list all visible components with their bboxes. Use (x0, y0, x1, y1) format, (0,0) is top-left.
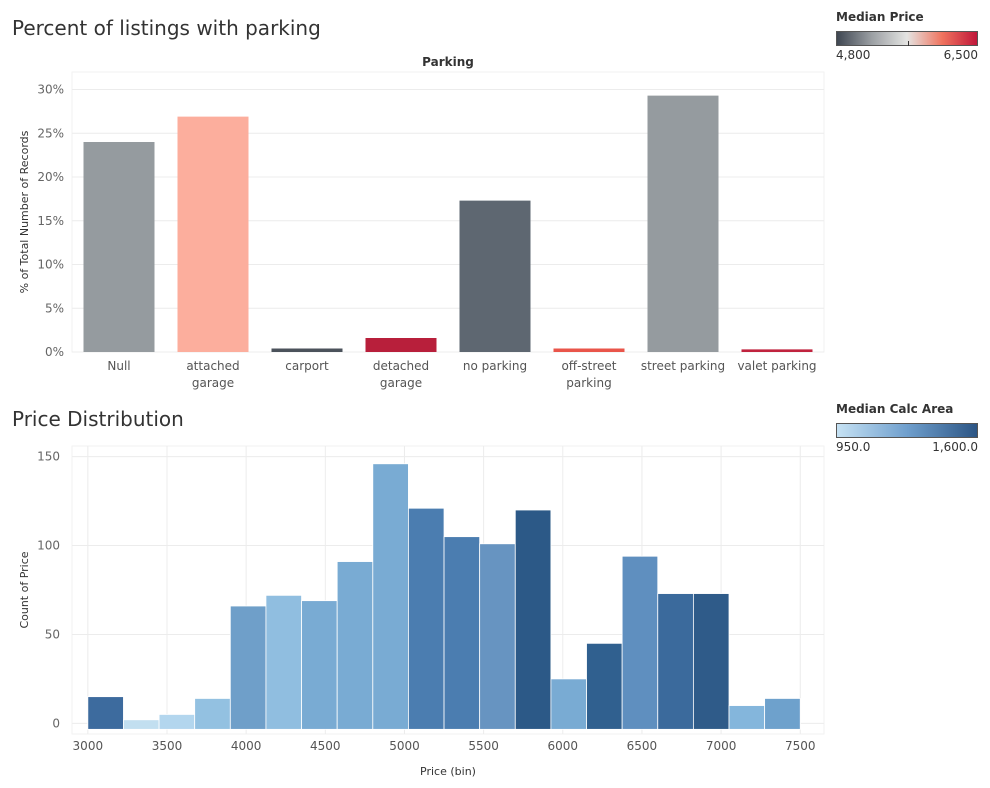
legend-min-label: 950.0 (836, 440, 871, 454)
histogram-bar (87, 696, 124, 730)
y-tick-label: 150 (37, 450, 60, 464)
histogram-bar (550, 678, 587, 730)
y-tick-label: 15% (37, 214, 64, 228)
x-tick-label: 7000 (706, 739, 737, 753)
y-tick-label: 0 (52, 716, 60, 730)
y-axis-title: % of Total Number of Records (18, 130, 31, 293)
legend-max-label: 6,500 (943, 48, 978, 62)
legend-title-median-calc-area: Median Calc Area (836, 402, 954, 416)
x-tick-label: street parking (641, 359, 725, 373)
histogram-bar (621, 555, 659, 730)
x-tick-label: garage (380, 376, 422, 390)
histogram-bar (158, 714, 196, 730)
y-tick-label: 10% (37, 258, 64, 272)
x-tick-label: 3000 (73, 739, 104, 753)
x-axis-title: Price (bin) (420, 765, 476, 778)
histogram-bar (443, 536, 481, 730)
histogram-bar (194, 698, 231, 730)
histogram-bar (372, 463, 409, 730)
chart2-title: Price Distribution (12, 407, 184, 431)
x-tick-label: 4000 (231, 739, 262, 753)
histogram-bar (764, 698, 801, 730)
x-tick-label: off-street (561, 359, 616, 373)
histogram-bar (123, 719, 160, 730)
median-calc-area-color-ramp (836, 423, 978, 438)
plot-frame (71, 445, 825, 735)
x-tick-label: 7500 (785, 739, 816, 753)
chart1-title: Percent of listings with parking (12, 16, 321, 40)
x-tick-label: 3500 (152, 739, 183, 753)
y-tick-label: 20% (37, 170, 64, 184)
legend-min-label: 4,800 (836, 48, 871, 62)
bar (553, 348, 625, 352)
histogram-bar (514, 509, 552, 730)
histogram-bar (408, 507, 445, 730)
x-tick-label: 6000 (548, 739, 579, 753)
x-tick-label: detached (373, 359, 429, 373)
histogram-bar (728, 705, 766, 730)
legend-max-label: 1,600.0 (932, 440, 978, 454)
y-tick-label: 50 (45, 627, 60, 641)
x-tick-label: no parking (463, 359, 527, 373)
x-tick-label: 6500 (627, 739, 658, 753)
x-tick-label: 4500 (310, 739, 341, 753)
x-tick-label: 5500 (468, 739, 499, 753)
bar (647, 95, 719, 352)
legend-title-median-price: Median Price (836, 10, 924, 24)
histogram-bar (265, 594, 302, 730)
x-tick-label: Null (107, 359, 130, 373)
parking-bar-chart: 0% 5% 10% 15% 20% 25% 30% Parking % of Total Num… (18, 55, 825, 390)
histogram-bar (336, 561, 374, 730)
y-tick-label: 25% (37, 126, 64, 140)
x-tick-label: carport (285, 359, 329, 373)
y-tick-label: 0% (45, 345, 64, 359)
histogram-bar (301, 600, 338, 730)
x-tick-label: 5000 (389, 739, 420, 753)
x-tick-label: valet parking (737, 359, 816, 373)
bar (365, 338, 437, 352)
bar (271, 348, 343, 352)
x-tick-label: garage (192, 376, 234, 390)
bar (741, 349, 813, 352)
y-tick-label: 100 (37, 539, 60, 553)
histogram-bar (692, 593, 730, 730)
median-calc-area-legend: Median Calc Area 950.0 1,600.0 (836, 402, 978, 456)
histogram-bar (479, 543, 516, 730)
median-price-color-ramp (836, 31, 978, 46)
bar (177, 116, 249, 352)
histogram-bar (657, 593, 694, 730)
x-tick-label: attached (186, 359, 239, 373)
histogram-bar (586, 642, 623, 730)
bar (459, 200, 531, 352)
price-histogram: 3000 3500 4000 4500 5000 5500 6000 6500 7000 7500… (18, 445, 825, 778)
y-axis-title: Count of Price (18, 551, 31, 628)
y-tick-label: 30% (37, 83, 64, 97)
x-tick-label: parking (566, 376, 611, 390)
y-tick-label: 5% (45, 301, 64, 315)
column-header: Parking (422, 55, 474, 69)
median-price-legend: Median Price 4,800 6,500 (836, 10, 978, 64)
bar (83, 142, 155, 352)
legend-midpoint-marker (908, 41, 909, 46)
histogram-bar (229, 605, 267, 730)
